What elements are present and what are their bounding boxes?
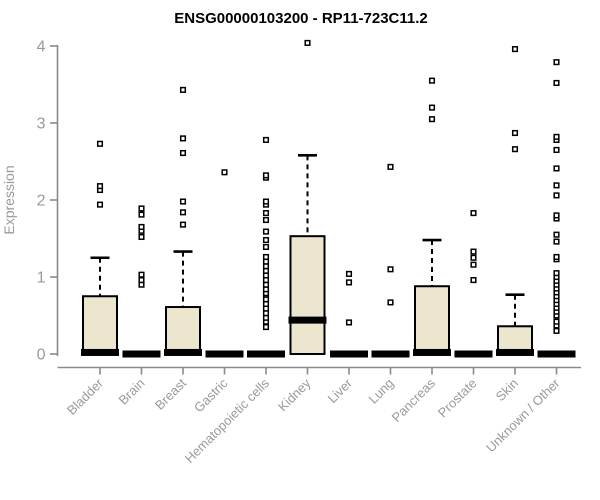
outlier-prostate — [470, 248, 477, 255]
median-bladder — [81, 348, 119, 356]
x-tick-label-liver: Liver — [325, 375, 356, 406]
y-tick-label-1: 1 — [37, 270, 46, 287]
median-lung — [371, 350, 410, 358]
outlier-lung — [387, 163, 394, 170]
box-breast — [165, 306, 201, 355]
outlier-prostate — [470, 261, 477, 268]
outlier-bladder — [96, 183, 104, 190]
outlier-breast — [179, 209, 187, 216]
y-tick-label-2: 2 — [37, 193, 46, 210]
box-kidney — [289, 235, 326, 355]
outlier-liver — [345, 279, 353, 286]
outlier-breast — [179, 135, 187, 142]
outlier-breast — [179, 221, 187, 228]
outlier-pancreas — [428, 77, 436, 84]
outlier-hematopoietic-cells — [262, 324, 270, 331]
y-tick-label-3: 3 — [37, 116, 46, 133]
outlier-unknown-other — [553, 238, 560, 245]
outlier-prostate — [470, 254, 477, 261]
outlier-brain — [138, 233, 145, 241]
median-pancreas — [413, 348, 451, 356]
outlier-skin — [511, 146, 519, 153]
median-skin — [496, 348, 534, 356]
median-hematopoietic-cells — [247, 350, 285, 358]
outlier-unknown-other — [553, 253, 560, 261]
outlier-bladder — [96, 201, 104, 208]
outlier-unknown-other — [553, 212, 560, 219]
outlier-kidney — [304, 39, 311, 46]
outlier-brain — [138, 223, 145, 230]
x-tick-label-gastric: Gastric — [191, 375, 231, 415]
outlier-hematopoietic-cells — [262, 228, 270, 235]
y-tick-label-4: 4 — [37, 39, 46, 56]
y-tick-label-0: 0 — [37, 347, 46, 364]
x-tick-label-unknown-other: Unknown / Other — [483, 375, 563, 455]
outlier-hematopoietic-cells — [262, 253, 270, 261]
outlier-prostate — [470, 210, 477, 217]
outlier-liver — [345, 319, 353, 326]
box-bladder — [82, 295, 118, 355]
x-tick-label-kidney: Kidney — [275, 375, 314, 414]
outlier-hematopoietic-cells — [262, 172, 270, 179]
x-tick-label-bladder: Bladder — [64, 375, 107, 418]
x-tick-label-skin: Skin — [493, 376, 521, 404]
outlier-brain — [138, 211, 145, 218]
median-kidney — [288, 316, 327, 324]
outlier-skin — [511, 46, 519, 53]
outlier-gastric — [221, 169, 228, 176]
outlier-hematopoietic-cells — [262, 216, 270, 224]
outlier-hematopoietic-cells — [262, 136, 270, 143]
outlier-hematopoietic-cells — [262, 210, 270, 217]
outlier-breast — [179, 86, 187, 93]
outlier-pancreas — [428, 116, 436, 123]
median-unknown-other — [537, 350, 576, 358]
y-axis-label: Expression — [1, 165, 17, 234]
outlier-brain — [138, 277, 145, 284]
median-liver — [330, 350, 368, 358]
outlier-hematopoietic-cells — [262, 236, 270, 244]
chart-title: ENSG00000103200 - RP11-723C11.2 — [174, 10, 428, 27]
outlier-liver — [345, 270, 353, 277]
outlier-unknown-other — [553, 146, 560, 153]
outlier-hematopoietic-cells — [262, 198, 270, 205]
x-tick-label-breast: Breast — [152, 375, 189, 412]
median-prostate — [454, 350, 493, 358]
outlier-unknown-other — [553, 192, 560, 199]
outlier-breast — [179, 149, 187, 157]
box-pancreas — [414, 285, 450, 355]
x-tick-label-pancreas: Pancreas — [389, 375, 439, 425]
x-tick-label-prostate: Prostate — [435, 376, 480, 421]
outlier-skin — [511, 129, 519, 137]
x-tick-label-lung: Lung — [366, 376, 397, 407]
outlier-brain — [138, 271, 145, 278]
outlier-breast — [179, 198, 187, 205]
outlier-hematopoietic-cells — [262, 243, 270, 251]
outlier-unknown-other — [553, 79, 560, 87]
outlier-unknown-other — [553, 133, 560, 140]
outlier-unknown-other — [553, 165, 560, 172]
outlier-lung — [387, 299, 394, 306]
outlier-unknown-other — [553, 327, 560, 334]
outlier-brain — [138, 205, 145, 212]
outlier-bladder — [96, 140, 104, 147]
median-gastric — [205, 350, 244, 358]
outlier-unknown-other — [553, 318, 560, 325]
outlier-lung — [387, 266, 394, 273]
outlier-unknown-other — [553, 270, 560, 277]
outlier-unknown-other — [553, 59, 560, 66]
x-tick-label-brain: Brain — [116, 376, 148, 408]
outlier-prostate — [470, 277, 477, 284]
outlier-unknown-other — [553, 182, 560, 189]
outlier-unknown-other — [553, 231, 560, 238]
median-breast — [164, 348, 202, 356]
median-brain — [122, 350, 161, 358]
outlier-pancreas — [428, 104, 436, 111]
